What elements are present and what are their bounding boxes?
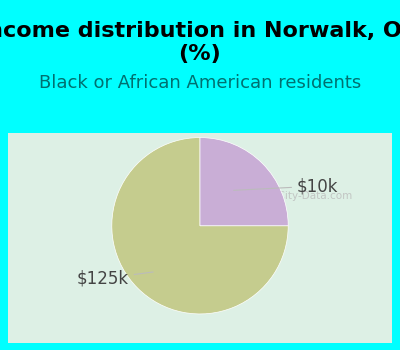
Text: $10k: $10k — [234, 177, 338, 195]
Text: ⓘ City-Data.com: ⓘ City-Data.com — [268, 191, 352, 201]
FancyBboxPatch shape — [8, 133, 392, 343]
Text: Black or African American residents: Black or African American residents — [39, 74, 361, 91]
Text: $125k: $125k — [76, 270, 153, 288]
Wedge shape — [112, 138, 288, 314]
Wedge shape — [200, 138, 288, 226]
Text: Income distribution in Norwalk, OH
(%): Income distribution in Norwalk, OH (%) — [0, 21, 400, 64]
